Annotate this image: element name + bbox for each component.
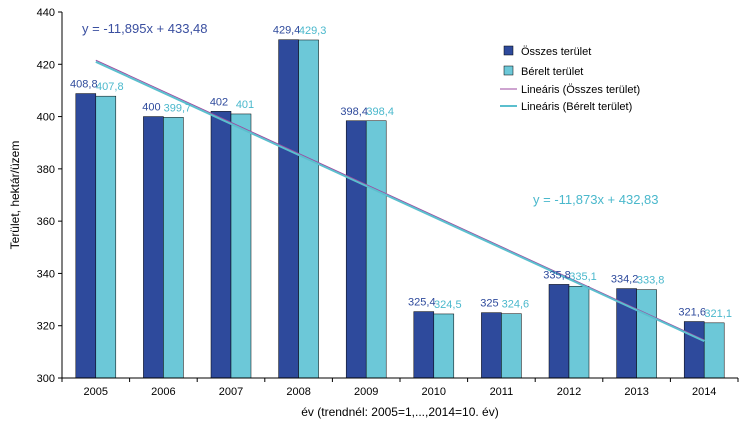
legend-swatch-total: [503, 45, 514, 56]
x-tick-label: 2006: [151, 386, 175, 398]
data-label-leased: 321,1: [704, 308, 732, 320]
x-tick-label: 2013: [624, 386, 648, 398]
y-tick-label: 440: [37, 7, 55, 19]
y-tick-label: 380: [37, 164, 55, 176]
x-tick-label: 2012: [557, 386, 581, 398]
trendline-leased: [95, 60, 705, 343]
legend-label-trend-total: Lineáris (Összes terület): [521, 84, 640, 96]
x-tick-label: 2010: [422, 386, 446, 398]
bar-leased: [365, 120, 387, 379]
data-label-leased: 398,4: [366, 106, 394, 118]
bar-leased: [163, 117, 184, 379]
data-label-total: 325: [480, 298, 498, 310]
data-label-leased: 429,3: [299, 25, 327, 37]
data-label-leased: 324,6: [502, 299, 530, 311]
legend-label-trend-leased: Lineáris (Bérelt terület): [521, 101, 632, 113]
x-tick-label: 2008: [286, 386, 310, 398]
bar-leased: [568, 285, 590, 379]
x-tick-label: 2014: [692, 386, 716, 398]
trend-equation-total: y = -11,895x + 433,48: [82, 21, 208, 36]
y-ticks-group: 300 320 340 360 380 400 420 440: [37, 7, 62, 385]
trend-equation-leased: y = -11,873x + 432,83: [533, 192, 659, 207]
bar-total: [278, 39, 299, 379]
bar-total: [75, 93, 97, 379]
bar-total: [683, 321, 705, 379]
bar-total: [143, 116, 164, 379]
data-label-leased: 335,1: [569, 271, 597, 283]
x-ticks-group: 2005 2006 2007 2008 2009 2010 2011 2012 2013 2014: [61, 378, 739, 398]
bar-total: [548, 284, 570, 379]
bar-leased: [230, 113, 252, 379]
y-tick-label: 420: [37, 59, 55, 71]
x-tick-label: 2005: [84, 386, 108, 398]
data-label-leased: 407,8: [96, 81, 124, 93]
data-label-total: 398,4: [340, 106, 368, 118]
data-label-total: 325,4: [408, 297, 436, 309]
y-tick-label: 320: [37, 321, 55, 333]
legend-swatch-leased: [503, 65, 514, 76]
x-tick-label: 2011: [490, 386, 514, 398]
x-axis-title: év (trendnél: 2005=1,...,2014=10. év): [301, 405, 498, 419]
legend: Összes terület Bérelt terület Lineáris (…: [500, 45, 640, 113]
y-tick-label: 400: [37, 112, 55, 124]
y-tick-label: 300: [37, 373, 55, 385]
trendlines-group: [95, 59, 705, 343]
bar-leased: [433, 313, 455, 379]
y-tick-label: 360: [37, 216, 55, 228]
y-axis-title: Terület, hektár/üzem: [8, 141, 22, 250]
x-tick-label: 2009: [354, 386, 378, 398]
data-label-total: 321,6: [678, 307, 706, 319]
data-label-leased: 324,5: [434, 299, 462, 311]
bar-total: [210, 111, 232, 379]
data-label-total: 400: [142, 102, 160, 114]
data-label-total: 334,2: [611, 274, 639, 286]
y-tick-label: 340: [37, 268, 55, 280]
data-label-leased: 399,7: [164, 102, 192, 114]
bar-leased: [95, 95, 117, 379]
bar-leased: [501, 313, 522, 379]
bar-total: [413, 311, 435, 379]
data-label-total: 335,8: [543, 269, 571, 281]
data-label-total: 429,4: [273, 25, 301, 37]
data-label-total: 408,8: [70, 79, 98, 91]
data-label-leased: 401: [236, 99, 254, 111]
data-label-total: 402: [210, 96, 228, 108]
data-label-leased: 333,8: [637, 275, 665, 287]
bar-leased: [298, 39, 319, 379]
bar-total: [481, 312, 502, 379]
legend-label-total: Összes terület: [521, 46, 591, 58]
bar-leased: [703, 322, 725, 379]
trendline-total: [95, 59, 705, 341]
x-tick-label: 2007: [219, 386, 243, 398]
legend-label-leased: Bérelt terület: [521, 66, 583, 78]
bar-leased: [636, 289, 657, 379]
bar-total: [345, 120, 367, 379]
